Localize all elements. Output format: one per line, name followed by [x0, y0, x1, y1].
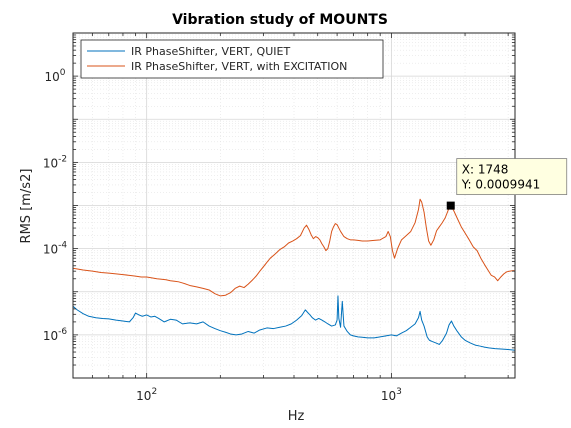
y-tick-label: 10-2 [43, 154, 67, 170]
datatip-marker [446, 201, 455, 210]
y-axis-label: RMS [m/s2] [19, 169, 34, 244]
legend[interactable]: IR PhaseShifter, VERT, QUIET IR PhaseShif… [80, 39, 384, 79]
legend-box [80, 39, 384, 79]
legend-entry-2: IR PhaseShifter, VERT, with EXCITATION [131, 60, 347, 73]
datatip-x-text: X: 1748 [462, 163, 509, 177]
chart-title: Vibration study of MOUNTS [172, 12, 388, 28]
datatip-y-text: Y: 0.0009941 [461, 178, 541, 192]
x-axis-label: Hz [288, 409, 305, 424]
y-tick-label: 10-4 [43, 241, 68, 257]
x-tick-label: 103 [381, 387, 402, 403]
y-tick-labels: 100 10-2 10-4 10-6 [43, 68, 68, 343]
y-tick-label: 100 [44, 68, 65, 84]
y-tick-label: 10-6 [43, 327, 68, 343]
x-tick-labels: 102 103 [136, 387, 402, 403]
legend-entry-1: IR PhaseShifter, VERT, QUIET [131, 45, 290, 58]
datatip-box [456, 158, 568, 196]
series-line-1 [73, 295, 515, 351]
x-tick-label: 102 [136, 387, 157, 403]
